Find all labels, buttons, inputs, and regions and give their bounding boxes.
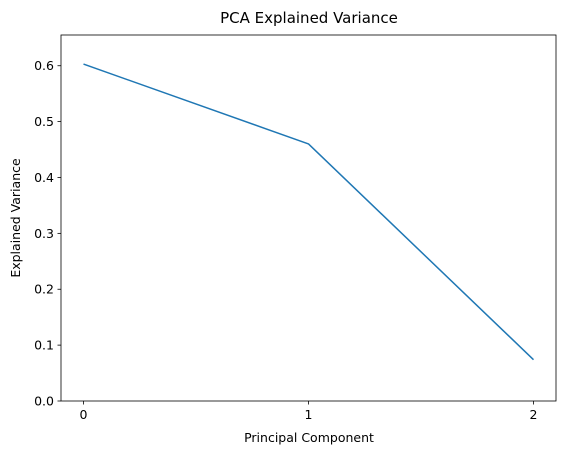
y-tick-label: 0.0 (34, 394, 54, 409)
x-tick-label: 0 (80, 407, 88, 422)
y-tick-label: 0.5 (34, 114, 54, 129)
y-axis-label: Explained Variance (8, 158, 23, 278)
y-tick-label: 0.2 (34, 282, 54, 297)
y-tick-label: 0.3 (34, 226, 54, 241)
x-axis-label: Principal Component (244, 430, 374, 445)
chart-title: PCA Explained Variance (220, 9, 398, 27)
plot-frame (60, 34, 557, 402)
y-tick-label: 0.1 (34, 338, 54, 353)
y-axis-ticks: 0.0 0.1 0.2 0.3 0.4 0.5 0.6 (34, 58, 61, 409)
x-tick-label: 1 (305, 407, 313, 422)
y-tick-label: 0.6 (34, 58, 54, 73)
x-tick-label: 2 (530, 407, 538, 422)
x-axis-ticks: 0 1 2 (80, 401, 538, 422)
y-tick-label: 0.4 (34, 170, 54, 185)
series-line (83, 63, 535, 361)
